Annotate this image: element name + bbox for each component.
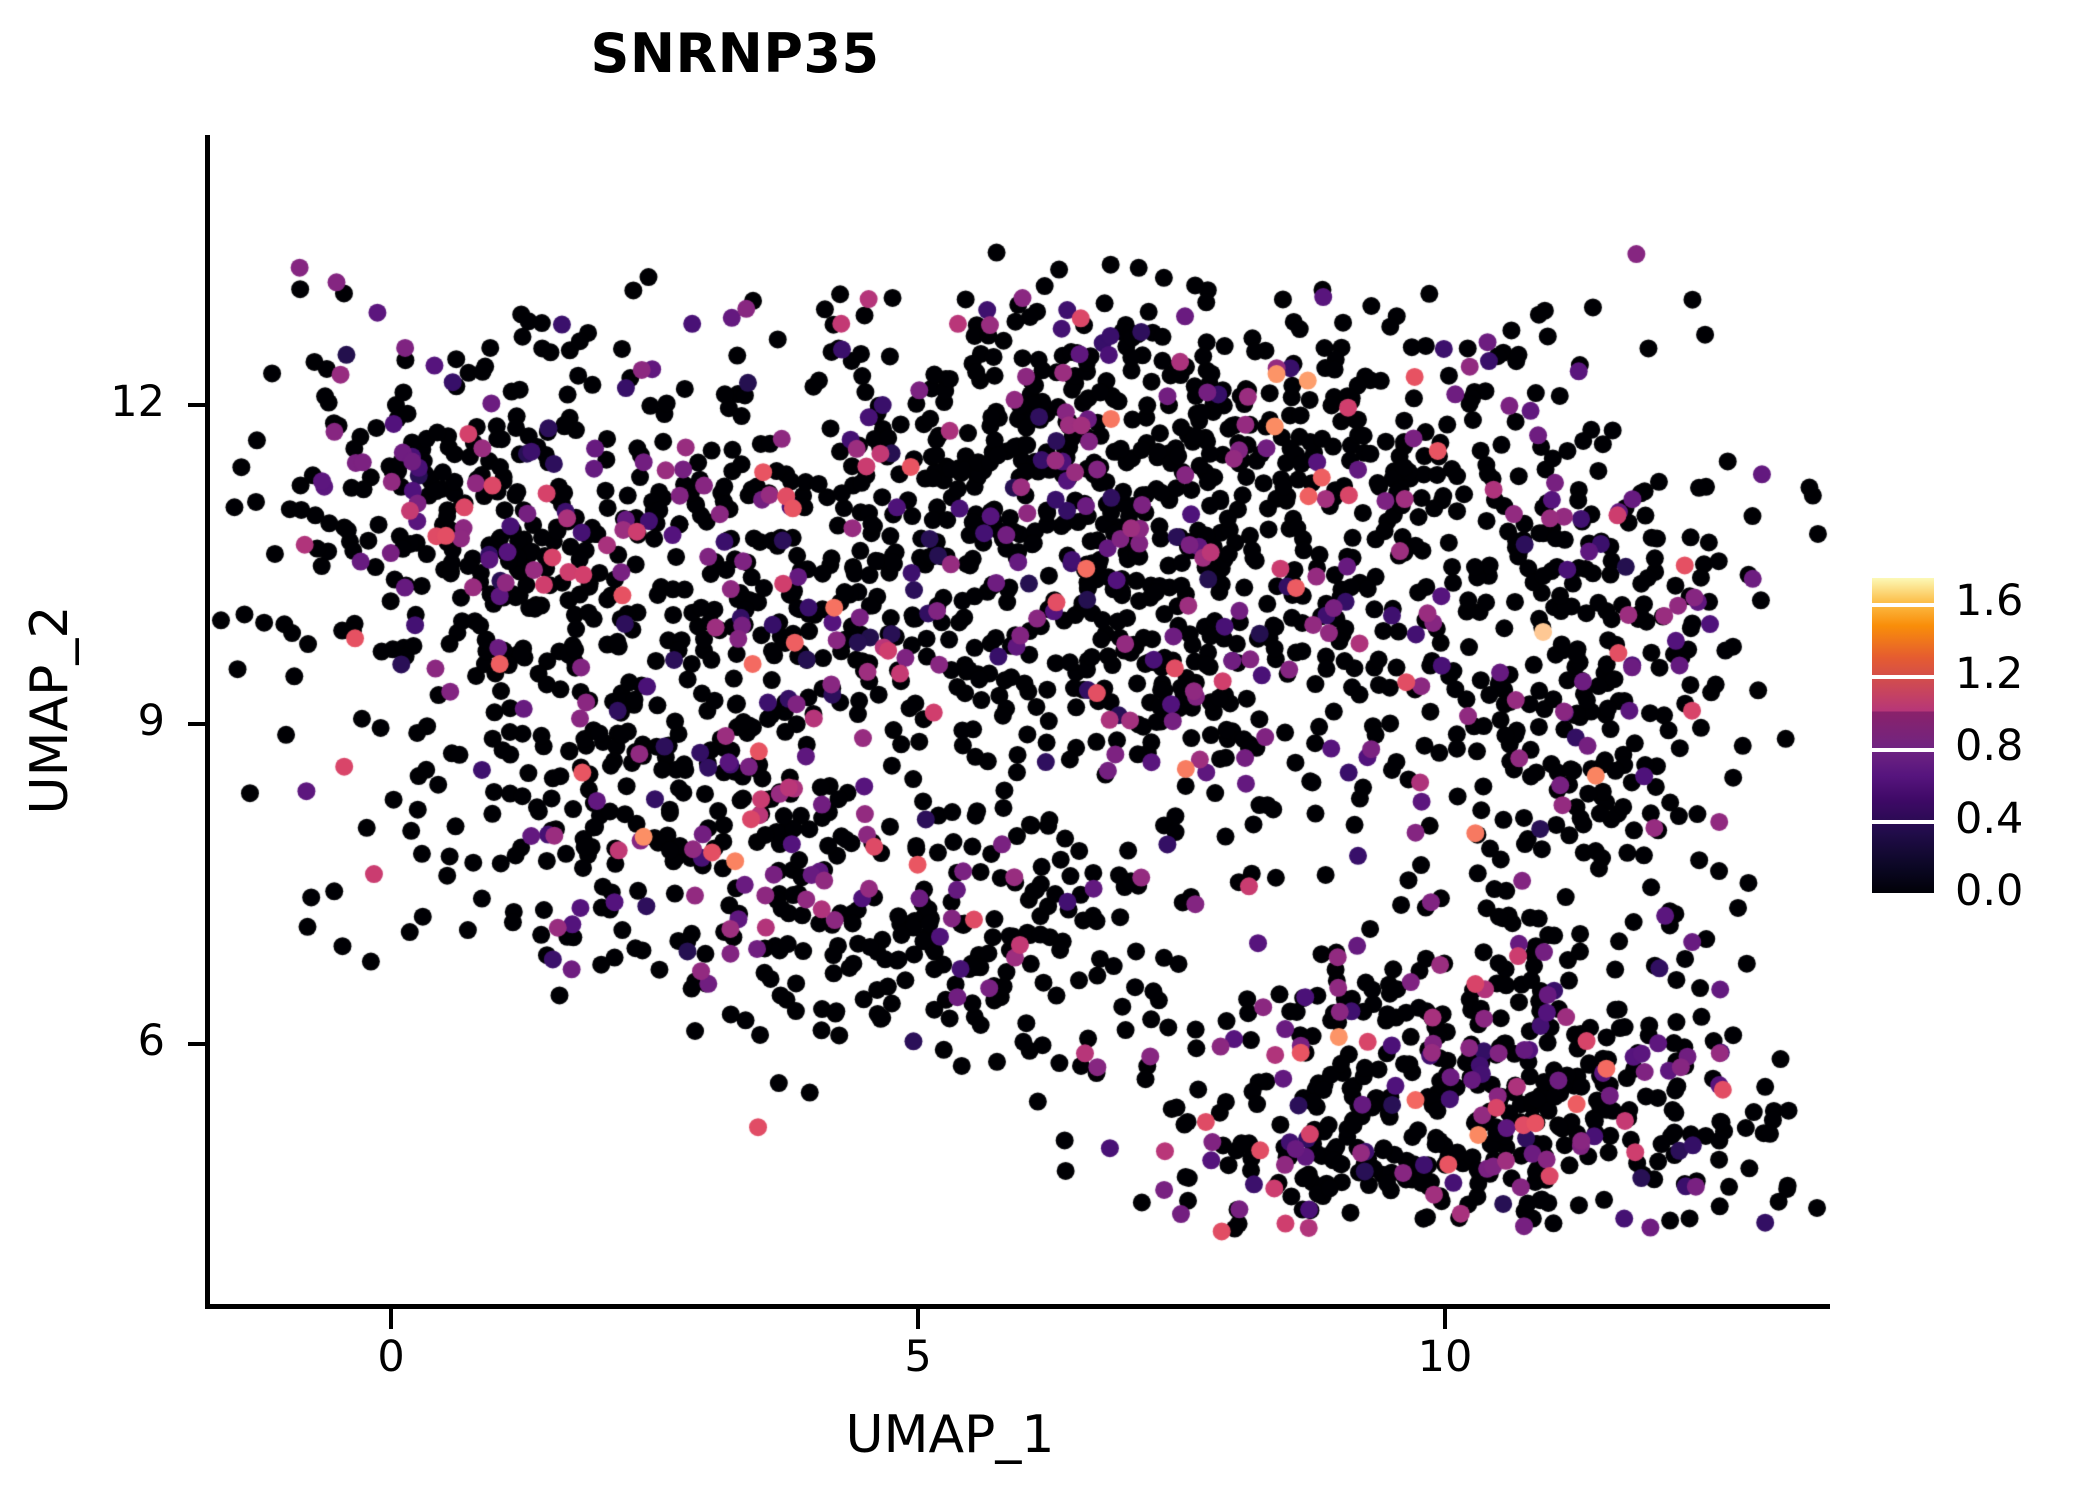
colorbar-tick-4	[1872, 603, 1934, 607]
x-tick-label-0: 0	[377, 1332, 405, 1382]
colorbar-label-3: 1.2	[1955, 649, 2024, 699]
colorbar-label-4: 1.6	[1955, 576, 2024, 626]
y-tick-mark-12	[188, 403, 205, 407]
y-axis-line	[205, 135, 210, 1307]
colorbar-gradient	[1872, 578, 1934, 896]
x-tick-mark-10	[1443, 1309, 1447, 1329]
x-tick-mark-0	[389, 1309, 393, 1329]
chart-title: SNRNP35	[590, 22, 880, 85]
x-tick-label-10: 10	[1417, 1332, 1473, 1382]
colorbar-tick-0	[1872, 893, 1934, 897]
y-tick-label-9: 9	[137, 696, 165, 746]
colorbar-tick-2	[1872, 748, 1934, 752]
colorbar-label-2: 0.8	[1955, 721, 2024, 771]
x-tick-mark-5	[916, 1309, 920, 1329]
y-tick-mark-9	[188, 722, 205, 726]
y-tick-label-12: 12	[110, 377, 165, 427]
scatter-canvas-wrapper	[205, 135, 1830, 1307]
scatter-plot-area	[205, 135, 1830, 1307]
colorbar-tick-3	[1872, 675, 1934, 679]
colorbar-tick-1	[1872, 820, 1934, 824]
y-tick-label-6: 6	[137, 1016, 165, 1066]
colorbar-label-1: 0.4	[1955, 794, 2024, 844]
x-axis-line	[205, 1304, 1830, 1309]
colorbar-label-0: 0.0	[1955, 866, 2024, 916]
x-tick-label-5: 5	[904, 1332, 932, 1382]
y-tick-mark-6	[188, 1042, 205, 1046]
x-axis-label: UMAP_1	[845, 1405, 1055, 1465]
y-axis-label: UMAP_2	[20, 605, 80, 815]
scatter-canvas	[205, 135, 1830, 1307]
